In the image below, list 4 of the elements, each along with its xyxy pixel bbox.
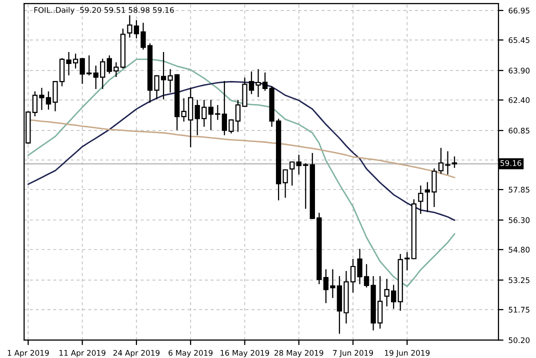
line-series xyxy=(27,58,456,288)
line-series xyxy=(27,81,456,221)
candlestick xyxy=(290,161,295,186)
candlestick xyxy=(418,185,424,214)
